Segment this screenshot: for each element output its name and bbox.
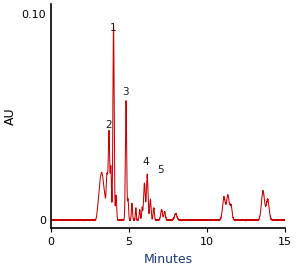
Y-axis label: AU: AU [4,107,17,125]
Text: 3: 3 [122,87,129,97]
Text: 4: 4 [143,157,149,167]
X-axis label: Minutes: Minutes [143,253,192,266]
Text: 2: 2 [106,120,112,130]
Text: 5: 5 [157,165,164,175]
Text: 1: 1 [110,23,117,33]
